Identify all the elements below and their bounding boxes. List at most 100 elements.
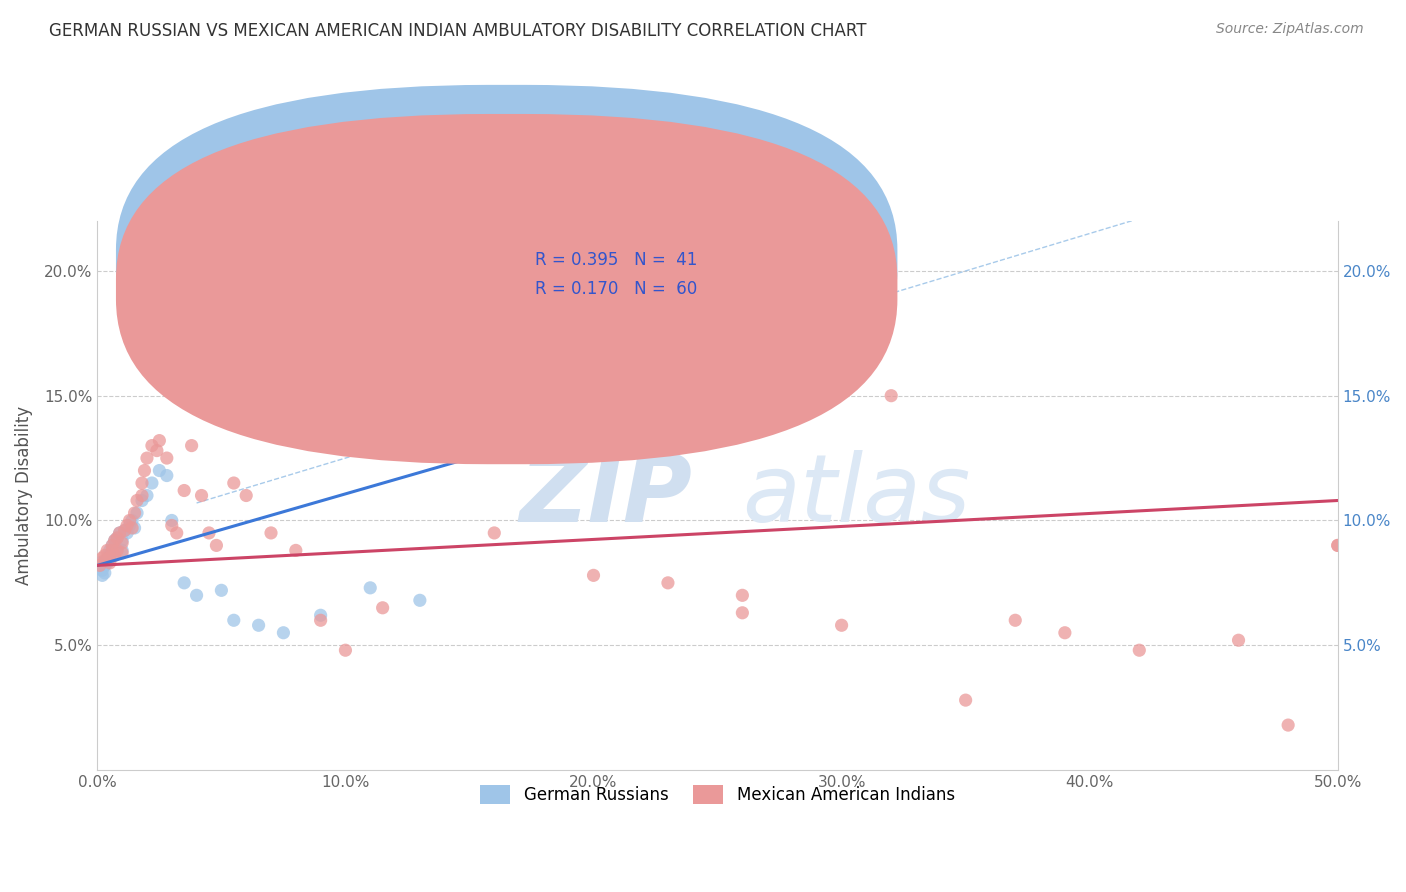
Point: [114, 524, 136, 538]
Point: [160, 513, 183, 527]
Point: [1004, 613, 1026, 627]
FancyBboxPatch shape: [115, 85, 897, 435]
Point: [1277, 718, 1299, 732]
Point: [359, 581, 381, 595]
Point: [125, 493, 148, 508]
Point: [131, 489, 153, 503]
Point: [309, 613, 332, 627]
Text: R = 0.170   N =  60: R = 0.170 N = 60: [536, 280, 697, 298]
Point: [235, 489, 257, 503]
Point: [156, 468, 179, 483]
Point: [136, 451, 159, 466]
Point: [284, 543, 307, 558]
Point: [1227, 633, 1250, 648]
Point: [371, 600, 394, 615]
Point: [121, 513, 143, 527]
Point: [104, 549, 127, 563]
Point: [1326, 538, 1348, 552]
Point: [124, 521, 146, 535]
Point: [955, 693, 977, 707]
Point: [104, 533, 127, 548]
Point: [131, 493, 153, 508]
Point: [131, 476, 153, 491]
Point: [101, 538, 124, 552]
Point: [98, 550, 121, 565]
Point: [156, 451, 179, 466]
Point: [166, 525, 188, 540]
Point: [94, 553, 117, 567]
Point: [484, 525, 506, 540]
Point: [260, 525, 283, 540]
Point: [108, 525, 131, 540]
Point: [273, 625, 295, 640]
Point: [247, 618, 270, 632]
Point: [209, 583, 232, 598]
Point: [880, 389, 903, 403]
Point: [121, 521, 143, 535]
Text: GERMAN RUSSIAN VS MEXICAN AMERICAN INDIAN AMBULATORY DISABILITY CORRELATION CHAR: GERMAN RUSSIAN VS MEXICAN AMERICAN INDIA…: [49, 22, 866, 40]
Point: [657, 575, 679, 590]
Point: [180, 439, 202, 453]
Point: [115, 525, 138, 540]
Point: [205, 538, 228, 552]
Point: [114, 524, 136, 538]
Point: [105, 531, 128, 545]
Point: [141, 476, 163, 491]
Point: [108, 525, 131, 540]
Point: [104, 533, 127, 548]
Point: [831, 618, 853, 632]
Point: [190, 489, 212, 503]
Point: [98, 556, 121, 570]
Point: [94, 558, 117, 573]
Point: [409, 359, 432, 373]
Point: [111, 533, 134, 548]
Point: [96, 550, 118, 565]
Point: [173, 575, 195, 590]
Point: [111, 543, 134, 558]
Point: [98, 543, 121, 558]
Point: [160, 518, 183, 533]
Point: [94, 549, 117, 563]
Point: [89, 558, 111, 573]
Point: [1128, 643, 1150, 657]
Point: [141, 439, 163, 453]
Point: [91, 563, 114, 577]
Point: [125, 506, 148, 520]
Point: [96, 543, 118, 558]
Text: R = 0.395   N =  41: R = 0.395 N = 41: [536, 251, 697, 269]
Point: [105, 531, 128, 545]
Point: [94, 566, 117, 580]
Point: [105, 543, 128, 558]
FancyBboxPatch shape: [475, 243, 748, 306]
Point: [101, 549, 124, 563]
FancyBboxPatch shape: [115, 114, 897, 464]
Point: [111, 546, 134, 560]
Point: [582, 568, 605, 582]
Point: [146, 443, 169, 458]
Point: [508, 339, 530, 353]
Point: [91, 568, 114, 582]
Point: [124, 506, 146, 520]
Point: [105, 541, 128, 555]
Point: [173, 483, 195, 498]
Point: [1326, 538, 1348, 552]
Point: [731, 588, 754, 602]
Point: [101, 543, 124, 558]
Point: [631, 289, 654, 303]
Point: [101, 538, 124, 552]
Point: [96, 556, 118, 570]
Point: [104, 543, 127, 558]
Point: [111, 536, 134, 550]
Point: [118, 518, 141, 533]
Point: [409, 593, 432, 607]
Point: [309, 608, 332, 623]
Text: Source: ZipAtlas.com: Source: ZipAtlas.com: [1216, 22, 1364, 37]
Y-axis label: Ambulatory Disability: Ambulatory Disability: [15, 406, 32, 585]
Point: [134, 464, 156, 478]
Point: [222, 613, 245, 627]
Point: [148, 434, 170, 448]
Text: atlas: atlas: [742, 450, 970, 541]
Point: [198, 525, 221, 540]
Point: [222, 476, 245, 491]
Point: [731, 606, 754, 620]
